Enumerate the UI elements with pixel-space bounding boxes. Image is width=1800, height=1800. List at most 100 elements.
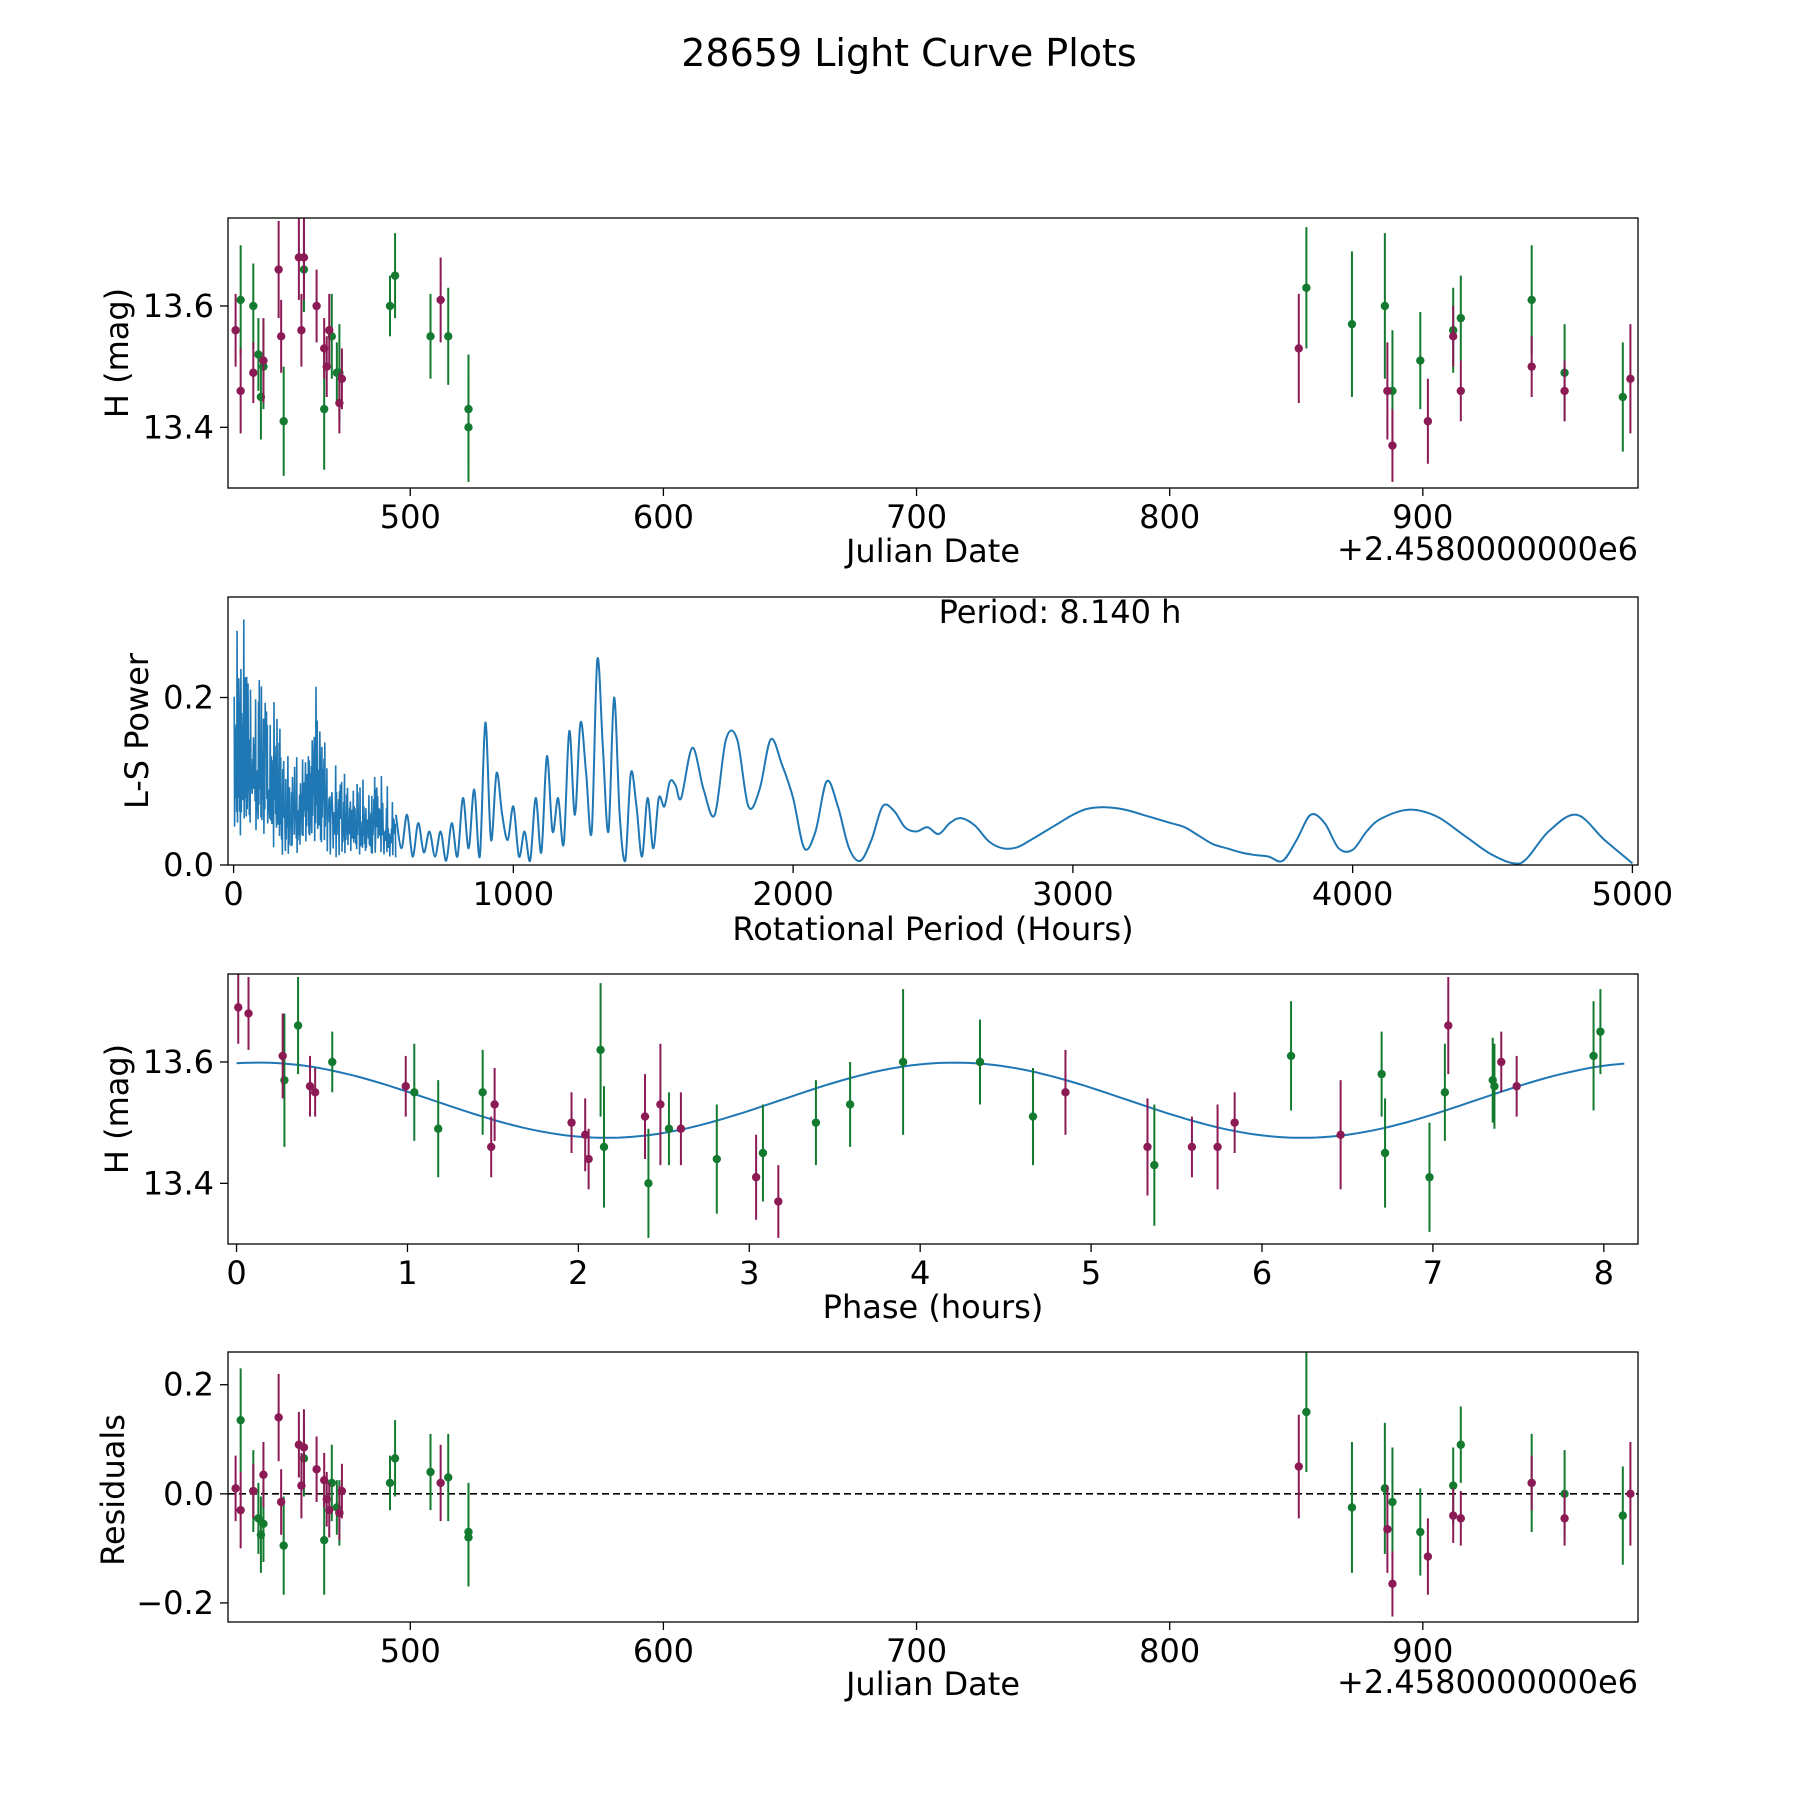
residuals-xlabel: Julian Date <box>844 1665 1020 1703</box>
purple-data-point <box>299 1443 309 1452</box>
green-data-point <box>236 295 245 305</box>
green-data-point <box>280 1075 289 1085</box>
residuals-ylabel: Residuals <box>94 1414 132 1566</box>
green-data-point <box>1440 1088 1450 1097</box>
periodogram-panel: 0 1000 2000 3000 4000 5000 0.0 0.2 Period: 8.14… <box>118 593 1673 948</box>
purple-data-point <box>1383 1525 1392 1534</box>
periodogram-noise-line <box>233 619 397 858</box>
y-tick-label: 0.2 <box>163 679 214 717</box>
purple-data-point <box>1512 1082 1521 1091</box>
purple-data-point <box>1061 1088 1070 1097</box>
green-data-point <box>236 1415 245 1425</box>
lightcurve-xlabel: Julian Date <box>844 532 1020 570</box>
purple-data-point <box>299 253 309 262</box>
lightcurve-ylabel: H (mag) <box>98 288 136 418</box>
periodogram-xlabel: Rotational Period (Hours) <box>732 910 1133 948</box>
purple-data-point <box>1143 1142 1152 1152</box>
green-data-point <box>319 404 329 414</box>
purple-data-point <box>337 1486 347 1496</box>
green-data-point <box>599 1142 609 1152</box>
purple-data-point <box>312 1465 321 1474</box>
purple-data-point <box>259 356 268 365</box>
green-data-point <box>644 1179 653 1188</box>
green-data-point <box>1596 1027 1605 1036</box>
purple-data-point <box>581 1130 590 1139</box>
periodogram-axes-frame <box>227 596 1639 866</box>
y-tick-label: 0.0 <box>163 1475 214 1513</box>
purple-data-point <box>1383 386 1392 396</box>
green-data-point <box>975 1057 985 1067</box>
purple-data-point <box>436 1478 445 1488</box>
x-tick-label: 0 <box>223 875 243 913</box>
green-data-point <box>1416 1527 1425 1537</box>
purple-data-point <box>234 1003 243 1012</box>
x-tick-label: 5000 <box>1592 875 1673 913</box>
periodogram-ticks: 0 1000 2000 3000 4000 5000 0.0 0.2 <box>163 679 1673 914</box>
green-data-point <box>464 423 473 432</box>
phased-xlabel: Phase (hours) <box>823 1288 1044 1326</box>
green-data-point <box>1490 1082 1499 1091</box>
purple-data-point <box>1527 1478 1536 1488</box>
green-data-point <box>426 1467 435 1477</box>
purple-data-point <box>276 332 286 341</box>
x-tick-label: 4000 <box>1312 875 1393 913</box>
green-data-point <box>1416 356 1425 365</box>
green-data-point <box>385 1478 395 1488</box>
green-data-point <box>259 1519 268 1529</box>
green-data-point <box>1589 1051 1598 1061</box>
purple-data-point <box>1626 374 1635 383</box>
purple-data-point <box>249 368 258 377</box>
x-tick-label: 600 <box>633 498 694 536</box>
purple-data-point <box>1336 1130 1345 1139</box>
green-data-point <box>1456 1440 1466 1449</box>
purple-data-point <box>1560 386 1569 396</box>
green-data-point <box>279 1541 288 1550</box>
x-tick-label: 900 <box>1392 1632 1453 1670</box>
purple-data-point <box>244 1009 253 1018</box>
periodogram-marks <box>233 619 1634 865</box>
green-data-point <box>1618 1511 1628 1520</box>
x-tick-label: 800 <box>1139 498 1200 536</box>
residuals-marks <box>228 1352 1638 1617</box>
x-tick-label: 700 <box>886 1632 947 1670</box>
green-data-point <box>1380 1148 1390 1158</box>
x-tick-label: 600 <box>633 1632 694 1670</box>
purple-data-point <box>1423 1552 1433 1561</box>
green-data-point <box>596 1045 605 1055</box>
purple-data-point <box>640 1112 650 1121</box>
green-data-point <box>319 1535 329 1545</box>
phased-axes-frame <box>227 973 1639 1245</box>
x-tick-label: 5 <box>1081 1254 1101 1292</box>
phased-panel: 0 1 2 3 4 5 6 7 8 13.4 13.6 Phase (hours) H (mag) <box>98 973 1639 1326</box>
x-tick-label: 4 <box>910 1254 930 1292</box>
green-data-point <box>1347 319 1357 329</box>
purple-data-point <box>236 1505 245 1515</box>
green-data-point <box>444 332 453 341</box>
residuals-ticks: 500 600 700 800 900 −0.2 0.0 0.2 <box>136 1366 1453 1670</box>
x-tick-label: 500 <box>380 498 441 536</box>
green-data-point <box>1028 1112 1038 1121</box>
green-data-point <box>712 1154 721 1164</box>
purple-data-point <box>490 1100 499 1109</box>
purple-data-point <box>436 295 445 305</box>
green-data-point <box>410 1088 419 1097</box>
period-annotation: Period: 8.140 h <box>939 593 1182 631</box>
phased-ticks: 0 1 2 3 4 5 6 7 8 13.4 13.6 <box>143 1043 1614 1292</box>
purple-data-point <box>1388 441 1397 450</box>
x-tick-label: 7 <box>1423 1254 1443 1292</box>
purple-data-point <box>1388 1579 1397 1589</box>
lightcurve-panel: 500 600 700 800 900 13.4 13.6 Julian Date H (m… <box>98 217 1639 570</box>
purple-data-point <box>1527 362 1536 371</box>
y-tick-label: 13.6 <box>143 1043 214 1081</box>
green-data-point <box>1388 1497 1397 1507</box>
purple-data-point <box>401 1082 410 1091</box>
purple-data-point <box>1187 1142 1197 1152</box>
green-data-point <box>1302 1407 1311 1417</box>
x-tick-label: 900 <box>1392 498 1453 536</box>
periodogram-ylabel: L-S Power <box>118 652 156 809</box>
x-tick-label: 1 <box>397 1254 417 1292</box>
purple-data-point <box>259 1470 268 1479</box>
residuals-axes-frame <box>227 1351 1639 1623</box>
green-data-point <box>811 1118 821 1127</box>
green-data-point <box>1286 1051 1296 1061</box>
